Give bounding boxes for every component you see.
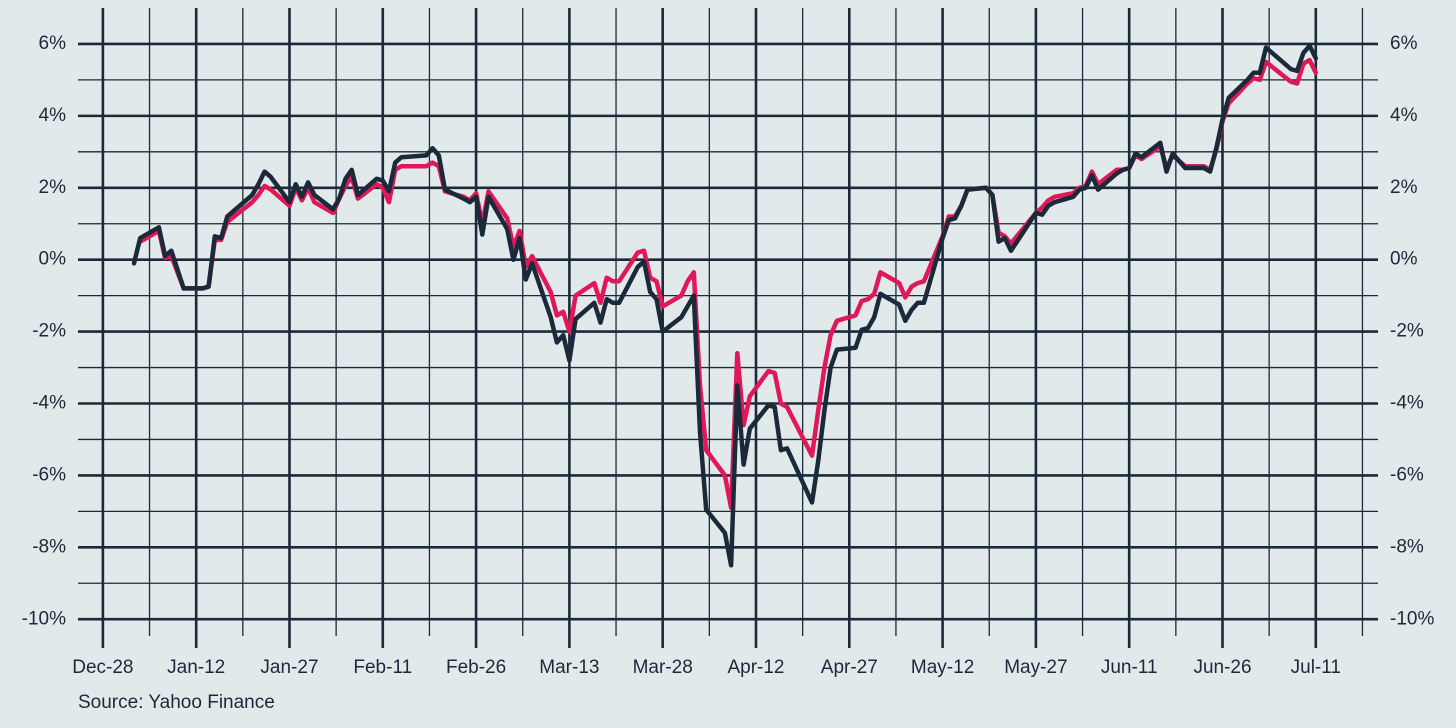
x-tick-label: Apr-27 <box>821 657 878 678</box>
x-tick-label: Jan-12 <box>167 657 225 678</box>
y-tick-label: -10% <box>22 608 66 629</box>
y-tick-label: -4% <box>32 393 66 414</box>
y2-tick-label: -6% <box>1390 464 1424 485</box>
x-tick-label: Jun-26 <box>1193 657 1251 678</box>
series-line <box>131 43 1319 568</box>
y2-tick-label: 0% <box>1390 249 1418 270</box>
x-tick-label: Dec-28 <box>72 657 133 678</box>
y-tick-label: 6% <box>39 33 67 54</box>
y-tick-label: 2% <box>39 177 67 198</box>
y2-tick-label: 2% <box>1390 177 1418 198</box>
y-tick-label: 4% <box>39 105 67 126</box>
y-tick-label: -2% <box>32 321 66 342</box>
x-tick-label: Mar-13 <box>539 657 599 678</box>
x-tick-label: Jan-27 <box>260 657 318 678</box>
y-tick-label: 0% <box>39 249 67 270</box>
y2-tick-label: 4% <box>1390 105 1418 126</box>
x-tick-label: Feb-11 <box>353 657 412 678</box>
x-tick-label: Feb-26 <box>446 657 506 678</box>
y2-tick-label: -2% <box>1390 321 1424 342</box>
x-tick-label: Mar-28 <box>633 657 693 678</box>
x-tick-label: Jul-11 <box>1291 657 1341 678</box>
y2-tick-label: -8% <box>1390 536 1424 557</box>
x-tick-label: Jun-11 <box>1101 657 1158 678</box>
y2-tick-label: 6% <box>1390 33 1418 54</box>
y-tick-label: -8% <box>32 536 66 557</box>
x-tick-label: May-12 <box>911 657 974 678</box>
x-tick-label: May-27 <box>1004 657 1067 678</box>
y2-tick-label: -4% <box>1390 393 1424 414</box>
y2-tick-label: -10% <box>1390 608 1434 629</box>
x-tick-label: Apr-12 <box>727 657 784 678</box>
source-note: Source: Yahoo Finance <box>78 692 275 713</box>
y-tick-label: -6% <box>32 464 66 485</box>
